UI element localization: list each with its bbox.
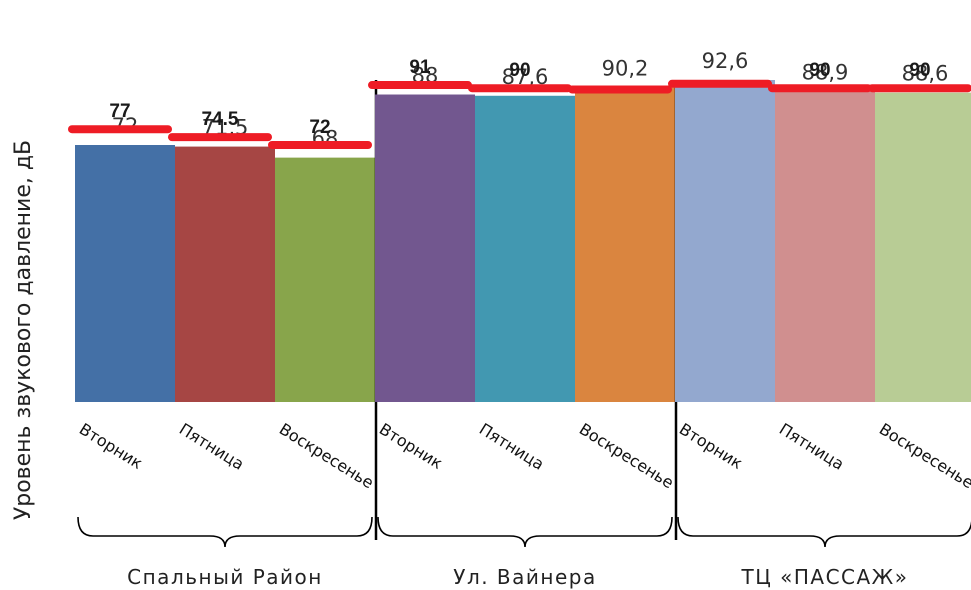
limit-label-g1-b0: 91 [409,57,431,78]
bar-g0-b1 [175,146,275,402]
group-brace-1 [377,516,673,548]
limit-label-g2-b2: 90 [909,60,930,81]
bar-g2-b0 [675,80,775,402]
bar-g0-b0 [75,145,175,402]
bar-g1-b2 [575,87,675,402]
day-label-g2-b0: Вторник [676,419,746,473]
y-axis-label: Уровень звукового давление, дБ [11,140,36,520]
bar-g1-b0 [375,94,475,403]
value-label-g1-b2: 90,2 [602,57,649,81]
bar-g0-b2 [275,157,375,402]
group-label-1: Ул. Вайнера [453,565,597,589]
limit-label-g0-b2: 72 [309,117,330,138]
group-brace-2 [677,516,971,548]
day-label-g2-b1: Пятница [776,419,848,474]
bar-g1-b1 [475,95,575,402]
limit-label-g2-b1: 90 [809,60,830,81]
value-label-g2-b1: 88,9 [802,61,849,85]
day-label-g0-b2: Воскресенье [276,419,377,492]
day-label-g1-b0: Вторник [376,419,446,473]
value-label-g2-b2: 88,6 [902,62,949,86]
limit-label-g1-b1: 90 [509,60,530,81]
group-brace-0 [77,516,373,548]
bar-g2-b1 [775,91,875,403]
value-label-g2-b0: 92,6 [702,49,749,73]
day-label-g0-b0: Вторник [76,419,146,473]
bar-g2-b2 [875,92,971,402]
group-label-0: Спальный Район [127,565,323,589]
day-label-g0-b1: Пятница [176,419,248,474]
limit-label-g0-b0: 77 [109,101,130,122]
day-label-g1-b2: Воскресенье [576,419,677,492]
day-label-g1-b1: Пятница [476,419,548,474]
plot-area: 7277Вторник71,574.5Пятница6872Воскресень… [68,49,971,589]
limit-label-g0-b1: 74.5 [202,109,239,130]
day-label-g2-b2: Воскресенье [876,419,971,492]
group-label-2: ТЦ «ПАССАЖ» [741,565,909,589]
